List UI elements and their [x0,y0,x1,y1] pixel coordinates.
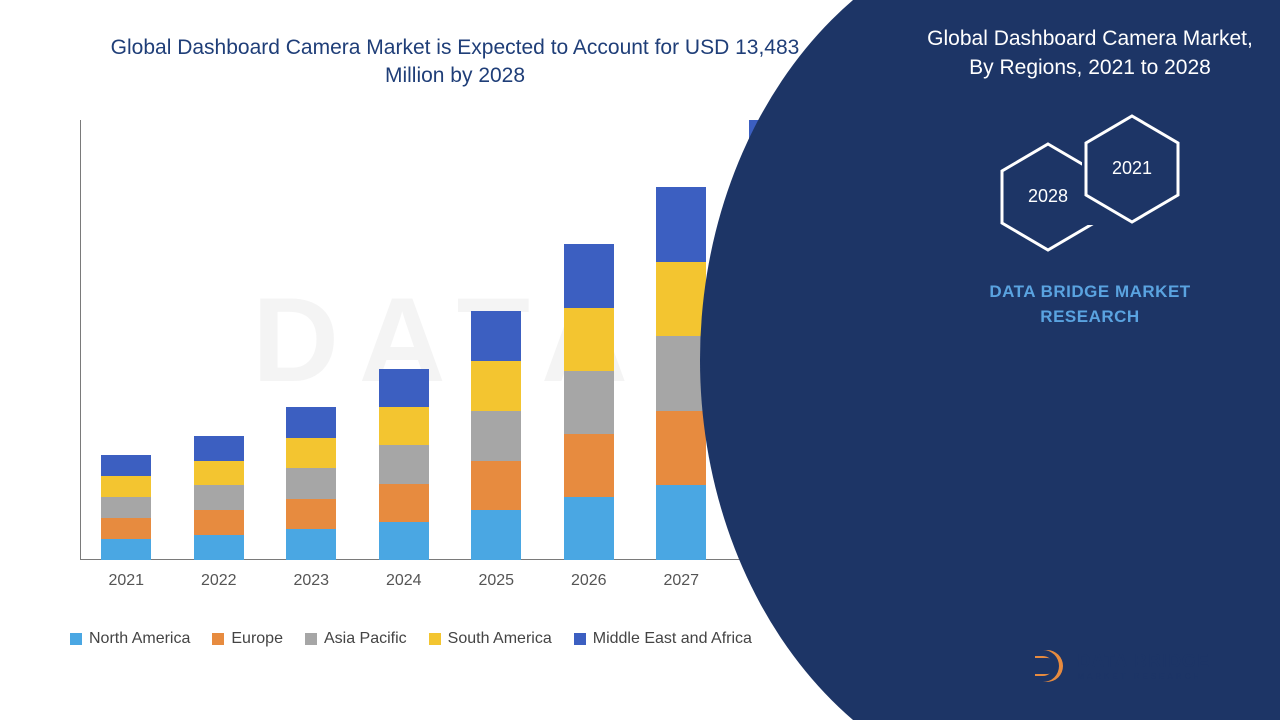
bar-segment [286,499,336,530]
legend-label: Middle East and Africa [593,630,752,648]
bar-segment [101,497,151,518]
bar-segment [194,535,244,560]
bar-segment [656,485,706,560]
legend-swatch [212,633,224,645]
bar-segment [564,497,614,560]
brand-text-right: DATA BRIDGE MARKET RESEARCH [920,279,1260,330]
bar-segment [564,434,614,497]
bar-slot [358,120,451,560]
bar-segment [564,308,614,371]
x-tick: 2024 [358,572,451,590]
bar-segment [379,522,429,560]
hex-label-2021: 2021 [1112,158,1152,179]
legend-label: Asia Pacific [324,630,407,648]
bar-segment [379,407,429,445]
x-tick: 2023 [265,572,358,590]
right-title: Global Dashboard Camera Market, By Regio… [920,24,1260,83]
bar-stack [194,436,244,560]
bar-segment [564,371,614,434]
logo-line2: MARKET RESEARCH [1077,673,1210,681]
chart-legend: North America Europe Asia Pacific South Ame… [70,630,830,648]
x-tick: 2021 [80,572,173,590]
bar-segment [656,262,706,337]
bar-segment [194,485,244,510]
x-tick: 2026 [543,572,636,590]
bar-segment [471,361,521,411]
bar-segment [194,461,244,486]
brand-line2: RESEARCH [920,304,1260,330]
right-panel-content: Global Dashboard Camera Market, By Regio… [920,0,1280,720]
logo-text: DATA BRIDGE MARKET RESEARCH [1077,652,1210,681]
bar-stack [564,244,614,560]
bar-stack [471,311,521,560]
legend-item: Middle East and Africa [574,630,752,648]
logo-line1: DATA BRIDGE [1077,652,1210,670]
bar-slot [80,120,173,560]
chart-title: Global Dashboard Camera Market is Expect… [110,34,800,91]
bar-segment [656,336,706,411]
bar-segment [194,436,244,461]
x-tick: 2027 [635,572,728,590]
legend-item: South America [429,630,552,648]
bar-segment [656,411,706,486]
x-tick: 2022 [173,572,266,590]
footer-logo: DATA BRIDGE MARKET RESEARCH [1027,646,1210,686]
legend-swatch [305,633,317,645]
bar-segment [379,369,429,407]
bar-segment [286,438,336,469]
logo-mark-icon [1027,646,1067,686]
legend-label: North America [89,630,190,648]
bar-segment [194,510,244,535]
bar-slot [450,120,543,560]
bar-segment [471,411,521,461]
bar-segment [286,468,336,499]
legend-item: North America [70,630,190,648]
legend-swatch [70,633,82,645]
legend-item: Europe [212,630,283,648]
bar-segment [379,484,429,522]
x-tick: 2025 [450,572,543,590]
legend-swatch [574,633,586,645]
bar-slot [265,120,358,560]
bar-segment [471,461,521,511]
bar-segment [286,529,336,560]
bar-segment [656,187,706,262]
brand-line1: DATA BRIDGE MARKET [920,279,1260,305]
bar-slot [543,120,636,560]
x-tick-labels: 20212022202320242025202620272028 [80,572,820,590]
legend-item: Asia Pacific [305,630,407,648]
bar-segment [101,539,151,560]
hex-label-2028: 2028 [1028,186,1068,207]
bar-stack [101,455,151,560]
right-panel: Global Dashboard Camera Market, By Regio… [840,0,1280,720]
bar-segment [471,311,521,361]
bar-segment [564,244,614,307]
bar-stack [286,407,336,560]
hex-badge-group: 2028 2021 [990,113,1190,253]
bar-segment [379,445,429,483]
bar-segment [101,476,151,497]
bar-segment [286,407,336,438]
legend-swatch [429,633,441,645]
hex-badge-2021: 2021 [1082,113,1182,225]
legend-label: Europe [231,630,283,648]
bar-segment [101,518,151,539]
bar-segment [101,455,151,476]
bar-slot [173,120,266,560]
bar-stack [656,187,706,560]
legend-label: South America [448,630,552,648]
bar-segment [471,510,521,560]
bar-stack [379,369,429,560]
